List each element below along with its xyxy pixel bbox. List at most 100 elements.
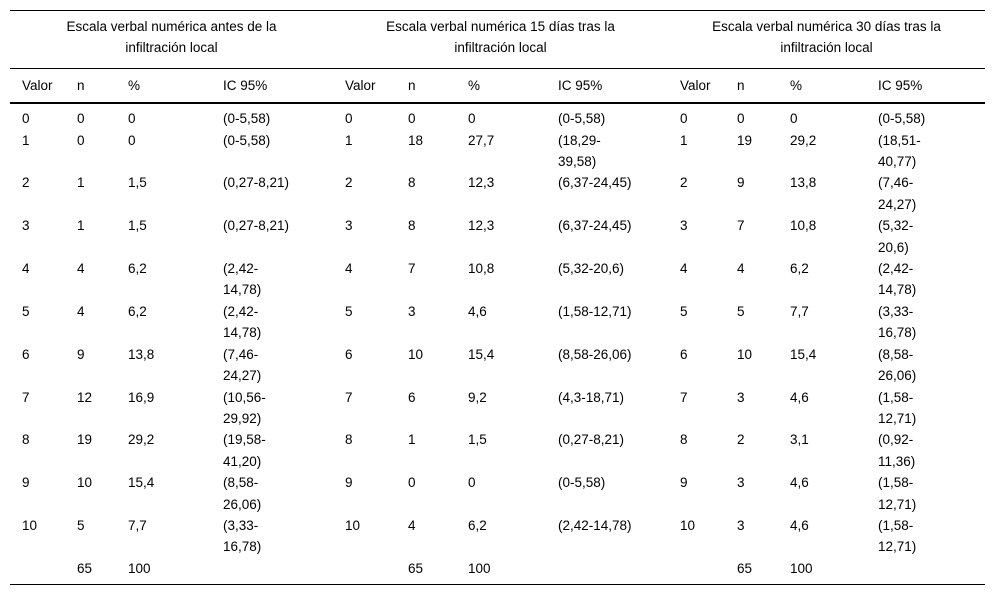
cell-pct: 29,2	[128, 432, 155, 448]
cell-ic: (1,58-12,71)	[558, 303, 632, 319]
cell-valor: 7	[680, 389, 688, 405]
cell-ic: (0-5,58)	[558, 475, 606, 491]
cell-valor: 2	[22, 175, 30, 191]
cell-n: 19	[77, 432, 93, 448]
cell-n: 0	[77, 111, 85, 127]
cell-pct: 6,2	[468, 517, 487, 533]
cell-n: 7	[737, 218, 745, 234]
cell-valor: 9	[345, 475, 353, 491]
cell-pct: 3,1	[790, 432, 809, 448]
cell-valor: 3	[680, 218, 688, 234]
cell-valor: 0	[22, 111, 30, 127]
cell-valor: 5	[22, 303, 30, 319]
cell-ic: (4,3-18,71)	[558, 389, 625, 405]
cell-valor: 0	[345, 111, 353, 127]
col-header-n-30-dias: n	[725, 68, 778, 105]
cell-n: 10	[77, 475, 93, 491]
cell-pct: 0	[790, 111, 798, 127]
table-row: 10 5 7,7 (3,33- 16,78) 10 4 6,2 (2,42-14,78) 10 3…	[10, 515, 985, 558]
cell-n: 0	[77, 132, 85, 148]
cell-n: 5	[77, 517, 85, 533]
cell-valor	[333, 558, 396, 585]
cell-ic: (2,42- 14,78)	[878, 261, 917, 298]
table-row: 7 12 16,9 (10,56- 29,92) 7 6 9,2 (4,3-18,71) 7 3 4…	[10, 387, 985, 430]
cell-pct: 13,8	[790, 175, 817, 191]
cell-n: 0	[737, 111, 745, 127]
cell-ic: (6,37-24,45)	[558, 175, 632, 191]
cell-n: 3	[737, 389, 745, 405]
cell-ic	[866, 558, 985, 585]
cell-ic: (3,33- 16,78)	[223, 517, 262, 555]
cell-n: 0	[408, 111, 416, 127]
cell-pct: 4,6	[790, 475, 809, 491]
cell-pct: 1,5	[468, 432, 487, 448]
table-row: 2 1 1,5 (0,27-8,21) 2 8 12,3 (6,37-24,45) 2 9 13,8…	[10, 172, 985, 215]
cell-ic: (7,46- 24,27)	[223, 346, 262, 384]
cell-ic: (0,27-8,21)	[223, 175, 290, 191]
cell-valor: 4	[680, 261, 688, 277]
cell-n: 2	[737, 432, 745, 448]
cell-n: 12	[77, 389, 93, 405]
cell-valor	[668, 558, 725, 585]
cell-n: 8	[408, 218, 416, 234]
group-header-30-dias: Escala verbal numérica 30 días tras la i…	[668, 10, 985, 69]
evn-results-table: Escala verbal numérica antes de la infil…	[10, 10, 985, 586]
group-header-15-dias: Escala verbal numérica 15 días tras la i…	[333, 10, 668, 69]
cell-valor: 8	[345, 432, 353, 448]
cell-pct: 27,7	[468, 132, 495, 148]
cell-pct: 7,7	[790, 303, 809, 319]
cell-ic: (5,32- 20,6)	[878, 218, 914, 255]
table-row: 3 1 1,5 (0,27-8,21) 3 8 12,3 (6,37-24,45) 3 7 10,8…	[10, 215, 985, 258]
cell-valor: 3	[345, 218, 353, 234]
cell-n: 8	[408, 175, 416, 191]
cell-valor: 10	[680, 517, 696, 533]
cell-pct: 0	[128, 132, 136, 148]
cell-ic: (8,58- 26,06)	[223, 475, 262, 512]
cell-pct: 10,8	[468, 261, 495, 277]
cell-ic: (8,58-26,06)	[558, 346, 632, 362]
cell-pct: 0	[128, 111, 136, 127]
cell-ic: (1,58- 12,71)	[878, 475, 917, 512]
cell-ic: (2,42-14,78)	[558, 517, 632, 533]
cell-pct: 6,2	[128, 261, 147, 277]
cell-n: 5	[737, 303, 745, 319]
cell-pct: 4,6	[790, 517, 809, 533]
cell-pct: 100	[128, 560, 151, 576]
cell-valor: 10	[22, 517, 38, 533]
cell-pct: 6,2	[128, 303, 147, 319]
cell-pct: 1,5	[128, 175, 147, 191]
cell-pct: 29,2	[790, 132, 817, 148]
cell-ic: (0-5,58)	[223, 111, 271, 127]
col-header-valor-antes: Valor	[10, 68, 65, 105]
cell-ic: (0-5,58)	[558, 111, 606, 127]
cell-valor: 6	[680, 346, 688, 362]
cell-valor: 1	[345, 132, 353, 148]
cell-ic: (3,33- 16,78)	[878, 303, 917, 341]
cell-n: 65	[737, 560, 753, 576]
cell-n: 4	[77, 303, 85, 319]
cell-valor: 9	[680, 475, 688, 491]
cell-n: 3	[737, 517, 745, 533]
cell-n: 1	[408, 432, 416, 448]
table-body: 0 0 0 (0-5,58) 0 0 0 (0-5,58) 0 0 0 (0-5,58) 1 0 0 (0-5…	[10, 103, 985, 584]
cell-n: 7	[408, 261, 416, 277]
cell-pct: 15,4	[128, 475, 155, 491]
cell-pct: 13,8	[128, 346, 155, 362]
cell-pct: 1,5	[128, 218, 147, 234]
col-header-valor-15-dias: Valor	[333, 68, 396, 105]
cell-pct: 100	[468, 560, 491, 576]
col-header-ic-15-dias: IC 95%	[546, 68, 668, 105]
cell-ic: (6,37-24,45)	[558, 218, 632, 234]
col-header-valor-30-dias: Valor	[668, 68, 725, 105]
cell-ic: (18,29- 39,58)	[558, 132, 601, 170]
cell-pct: 4,6	[790, 389, 809, 405]
table-row: 1 0 0 (0-5,58) 1 18 27,7 (18,29- 39,58) 1 19 29,2 (…	[10, 130, 985, 173]
col-header-ic-antes: IC 95%	[211, 68, 333, 105]
cell-valor: 7	[22, 389, 30, 405]
cell-ic: (18,51- 40,77)	[878, 132, 921, 170]
cell-n: 4	[408, 517, 416, 533]
cell-ic: (2,42- 14,78)	[223, 303, 262, 341]
cell-pct: 10,8	[790, 218, 817, 234]
cell-ic: (0,27-8,21)	[223, 218, 290, 234]
cell-valor: 8	[680, 432, 688, 448]
